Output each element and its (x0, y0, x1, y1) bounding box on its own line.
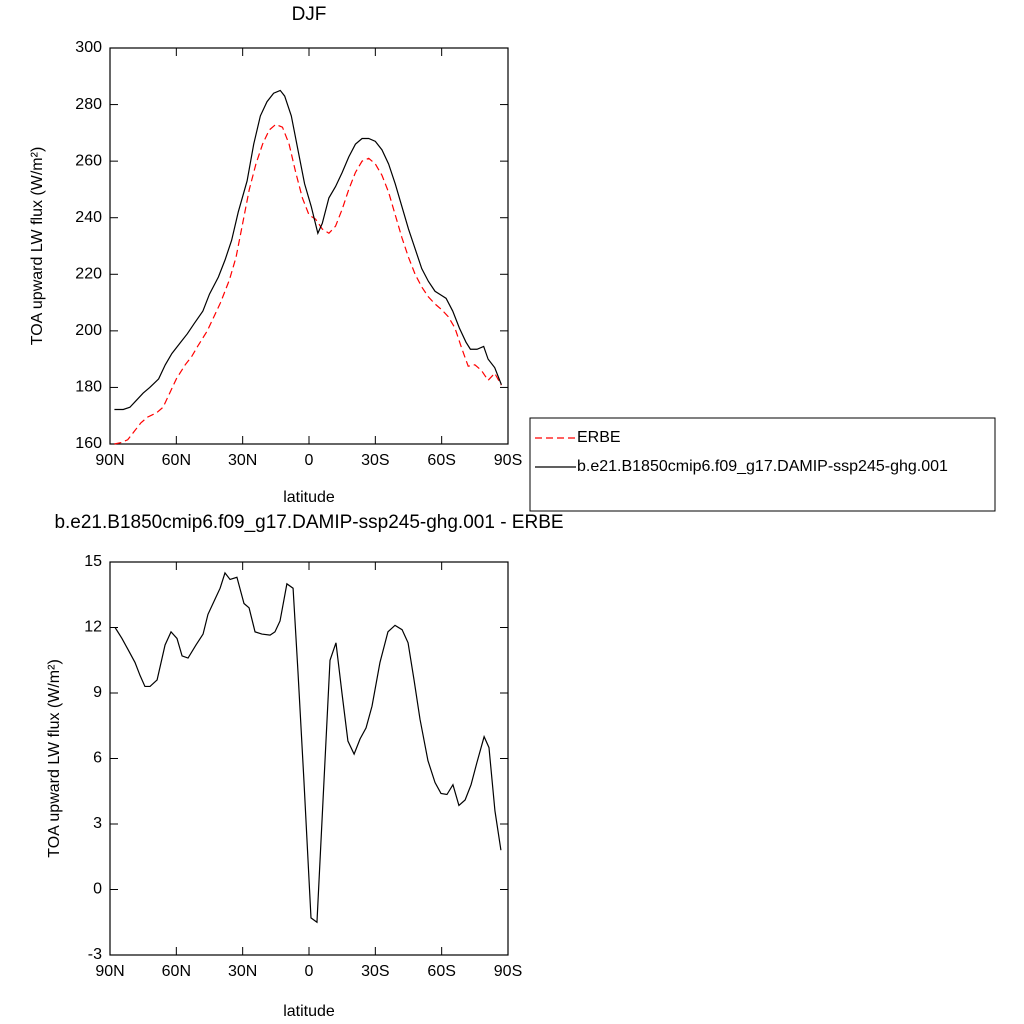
legend-box (529, 417, 996, 512)
data-line (114, 123, 502, 445)
x-tick-label: 90S (494, 452, 522, 469)
legend-label: ERBE (577, 429, 621, 446)
y-tick-label: 12 (84, 619, 102, 636)
y-axis-label: TOA upward LW flux (W/m²) (46, 659, 63, 858)
x-tick-label: 0 (305, 963, 314, 980)
y-tick-label: 6 (93, 750, 102, 767)
plot-frame (109, 47, 509, 445)
x-tick-label: 0 (305, 452, 314, 469)
x-tick-label: 60N (162, 963, 191, 980)
y-tick-label: 0 (93, 881, 102, 898)
x-tick-label: 90S (494, 963, 522, 980)
y-tick-label: 15 (84, 553, 102, 570)
y-tick-label: 260 (75, 152, 102, 169)
x-tick-label: 60N (162, 452, 191, 469)
x-tick-label: 90N (95, 963, 124, 980)
y-tick-label: 180 (75, 379, 102, 396)
y-tick-label: 3 (93, 815, 102, 832)
x-axis-label: latitude (283, 1003, 335, 1020)
x-tick-label: 90N (95, 452, 124, 469)
x-tick-label: 60S (427, 452, 455, 469)
data-line (114, 89, 502, 411)
legend-label: b.e21.B1850cmip6.f09_g17.DAMIP-ssp245-gh… (577, 458, 948, 475)
x-axis-label: latitude (283, 489, 335, 506)
y-tick-label: 200 (75, 322, 102, 339)
y-axis-label: TOA upward LW flux (W/m²) (29, 147, 46, 346)
chart-title: b.e21.B1850cmip6.f09_g17.DAMIP-ssp245-gh… (54, 512, 563, 533)
y-tick-label: 240 (75, 209, 102, 226)
chart-title: DJF (292, 4, 327, 25)
x-tick-label: 30N (228, 963, 257, 980)
x-tick-label: 60S (427, 963, 455, 980)
x-tick-label: 30S (361, 452, 389, 469)
y-tick-label: -3 (88, 946, 102, 963)
data-line (114, 571, 502, 924)
x-tick-label: 30S (361, 963, 389, 980)
y-tick-label: 9 (93, 684, 102, 701)
y-tick-label: 160 (75, 435, 102, 452)
y-tick-label: 300 (75, 39, 102, 56)
y-tick-label: 280 (75, 96, 102, 113)
x-tick-label: 30N (228, 452, 257, 469)
y-tick-label: 220 (75, 266, 102, 283)
plot-frame (109, 561, 509, 956)
